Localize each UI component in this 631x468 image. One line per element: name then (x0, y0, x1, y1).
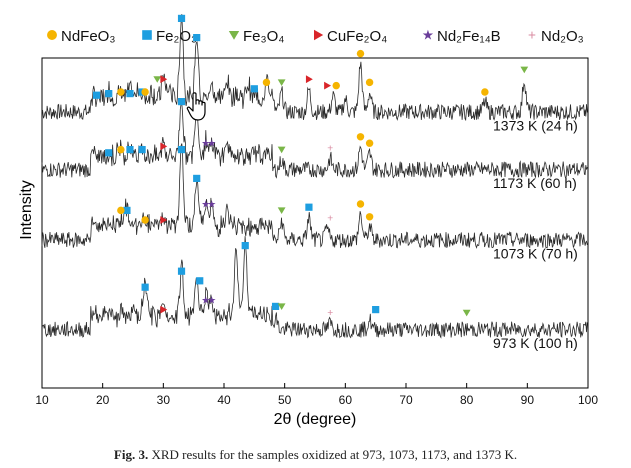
peak-marker-fe2o3 (193, 174, 201, 182)
peak-marker-cufe2o4 (160, 305, 168, 314)
legend-entry-nd2fe14b: Nd₂Fe₁₄B (437, 28, 501, 45)
peak-marker-fe2o3 (241, 242, 249, 250)
x-tick-label: 40 (217, 393, 231, 407)
peak-marker-fe2o3 (123, 206, 131, 214)
peak-marker-ndfeo3 (141, 88, 149, 96)
peak-marker-cufe2o4 (160, 142, 168, 151)
peak-marker-fe2o3 (105, 90, 113, 98)
legend-entry-ndfeo3: NdFeO₃ (61, 28, 115, 45)
legend: NdFeO₃ Fe₂O₃ Fe₃O₄ CuFe₂O₄ ★ Nd₂Fe₁₄B + Nd₂O₃ (47, 27, 584, 45)
x-tick-label: 100 (578, 393, 598, 407)
peak-marker-fe2o3 (93, 91, 101, 99)
peak-marker-nd2fe14b: ★ (207, 295, 216, 306)
x-tick-label: 20 (96, 393, 110, 407)
peak-marker-fe2o3 (177, 14, 186, 22)
series-label-0: 1373 K (24 h) (493, 117, 578, 133)
hand-cursor-icon (186, 92, 206, 121)
legend-marker-ndfeo3 (47, 30, 57, 40)
peak-marker-nd2o3: + (327, 214, 333, 225)
peak-marker-nd2fe14b: ★ (201, 295, 210, 306)
y-axis-label: Intensity (18, 180, 35, 240)
series-label-3: 973 K (100 h) (493, 335, 578, 351)
legend-marker-cufe2o4 (314, 29, 324, 41)
peak-marker-ndfeo3 (117, 88, 125, 96)
peak-marker-fe2o3 (250, 85, 258, 93)
peak-marker-fe2o3 (138, 146, 146, 154)
peak-marker-fe2o3 (126, 90, 134, 98)
traces (41, 14, 588, 339)
peak-marker-nd2o3: + (327, 308, 333, 319)
peak-marker-fe2o3 (196, 277, 204, 285)
trace-1 (41, 102, 588, 179)
peak-marker-fe3o4 (153, 76, 162, 83)
peak-marker-cufe2o4 (160, 75, 168, 84)
peak-marker-fe3o4 (277, 207, 286, 214)
peak-marker-nd2fe14b: ★ (201, 139, 210, 150)
peak-marker-fe2o3 (126, 146, 134, 154)
legend-marker-nd2fe14b: ★ (422, 27, 434, 42)
peak-marker-fe2o3 (177, 98, 186, 106)
peak-marker-ndfeo3 (262, 78, 271, 87)
peak-marker-fe2o3 (141, 283, 149, 291)
peak-marker-fe3o4 (462, 309, 471, 317)
caption-label: Fig. 3. (113, 447, 149, 462)
figure-caption: Fig. 3. XRD results for the samples oxid… (0, 447, 631, 463)
peak-marker-ndfeo3 (365, 78, 374, 87)
peak-marker-fe3o4 (277, 303, 286, 310)
peak-marker-cufe2o4 (160, 216, 168, 224)
x-tick-label: 50 (278, 393, 292, 407)
peak-marker-nd2o3: + (327, 143, 333, 154)
peak-marker-cufe2o4 (305, 75, 313, 84)
plot-frame (41, 57, 589, 389)
series-labels: 1373 K (24 h) 1173 K (60 h) 1073 K (70 h) 9… (493, 117, 578, 351)
x-tick-label: 80 (460, 393, 474, 407)
legend-marker-nd2o3: + (528, 27, 536, 42)
peak-marker-ndfeo3 (356, 200, 365, 208)
x-tick-label: 60 (339, 393, 353, 407)
legend-entry-nd2o3: Nd₂O₃ (541, 28, 584, 45)
series-label-2: 1073 K (70 h) (493, 245, 578, 261)
xrd-chart: NdFeO₃ Fe₂O₃ Fe₃O₄ CuFe₂O₄ ★ Nd₂Fe₁₄B + Nd₂O₃ ★… (18, 14, 598, 428)
x-axis: 10 20 30 40 50 60 70 80 90 100 (35, 383, 598, 407)
trace-0 (41, 14, 588, 122)
peak-marker-ndfeo3 (356, 49, 365, 58)
legend-marker-fe3o4 (228, 31, 240, 40)
legend-entry-cufe2o4: CuFe₂O₄ (327, 28, 387, 45)
peak-marker-nd2fe14b: ★ (207, 139, 216, 150)
peak-marker-fe2o3 (193, 34, 201, 42)
peak-marker-fe2o3 (372, 306, 380, 314)
x-axis-label: 2θ (degree) (274, 411, 357, 428)
caption-text: XRD results for the samples oxidized at … (151, 447, 518, 462)
legend-entry-fe3o4: Fe₃O₄ (243, 28, 284, 45)
peak-marker-cufe2o4 (324, 81, 332, 90)
trace-3 (41, 236, 588, 339)
peak-marker-fe2o3 (177, 267, 186, 275)
peak-marker-fe2o3 (177, 146, 186, 154)
legend-entry-fe2o3: Fe₂O₃ (156, 28, 197, 45)
trace-2 (41, 143, 588, 249)
phase-markers: ★★ +★★+★★+ (93, 14, 529, 319)
legend-marker-fe2o3 (142, 30, 152, 40)
peak-marker-ndfeo3 (365, 213, 374, 221)
x-tick-label: 70 (399, 393, 413, 407)
x-tick-label: 90 (521, 393, 535, 407)
peak-marker-fe2o3 (305, 203, 313, 211)
peak-marker-ndfeo3 (365, 139, 374, 147)
series-label-1: 1173 K (60 h) (493, 175, 577, 191)
peak-marker-fe3o4 (520, 66, 529, 74)
peak-marker-ndfeo3 (117, 206, 125, 215)
x-tick-label: 30 (157, 393, 171, 407)
peak-marker-fe2o3 (271, 302, 280, 310)
peak-marker-ndfeo3 (332, 81, 340, 90)
peak-marker-ndfeo3 (481, 88, 489, 96)
peak-marker-ndfeo3 (141, 216, 149, 224)
peak-marker-ndfeo3 (117, 145, 125, 154)
peak-marker-fe2o3 (105, 149, 113, 157)
x-tick-label: 10 (35, 393, 49, 407)
peak-marker-fe3o4 (277, 146, 286, 154)
peak-marker-ndfeo3 (356, 133, 365, 141)
peak-marker-nd2fe14b: ★ (207, 199, 216, 210)
peak-marker-fe3o4 (277, 79, 286, 86)
peak-marker-nd2fe14b: ★ (201, 199, 210, 210)
